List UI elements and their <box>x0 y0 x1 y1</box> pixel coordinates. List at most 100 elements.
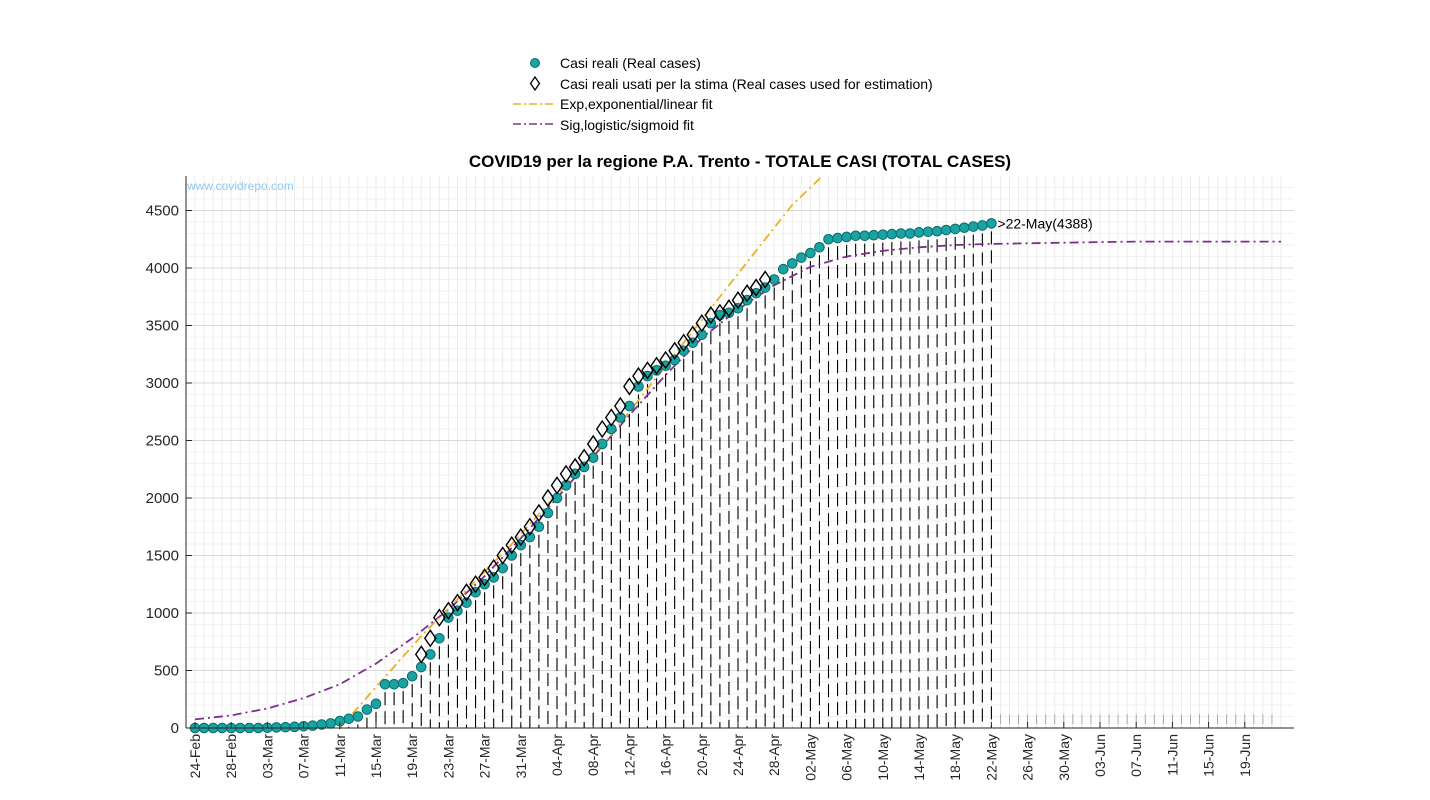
x-tick-label: 16-Apr <box>658 734 674 776</box>
real-case-point <box>289 721 300 733</box>
real-case-point <box>723 307 735 319</box>
estimation-case-point <box>614 396 627 416</box>
y-tick-label: 500 <box>154 663 179 680</box>
x-tick-label: 20-Apr <box>694 734 710 776</box>
real-case-point <box>271 722 282 733</box>
real-case-point <box>968 221 979 232</box>
x-tick-label: 07-Jun <box>1128 734 1144 777</box>
estimation-case-point <box>469 575 482 594</box>
watermark: www.covidrepo.com <box>186 179 294 193</box>
real-case-point <box>841 231 852 243</box>
real-case-point <box>307 720 318 732</box>
exp-fit-group <box>339 176 824 728</box>
real-case-point <box>461 597 472 608</box>
estimation-case-point <box>623 377 636 396</box>
x-tick-label: 04-Apr <box>549 734 565 776</box>
real-case-point <box>877 229 889 240</box>
estimation-case-point <box>568 457 582 477</box>
x-tick-label: 03-Mar <box>259 734 275 779</box>
estimation-case-point <box>414 645 428 664</box>
estimation-case-point <box>514 527 528 547</box>
real-case-point <box>777 263 789 275</box>
legend-label-sig-fit: Sig,logistic/sigmoid fit <box>560 117 694 133</box>
real-case-point <box>832 232 843 244</box>
real-case-point <box>931 225 943 237</box>
x-tick-label: 07-Mar <box>296 734 312 779</box>
estimation-case-point <box>740 284 754 303</box>
real-case-point <box>922 226 934 238</box>
x-tick-label: 02-May <box>802 734 818 781</box>
legend-label-exp-fit: Exp,exponential/linear fit <box>560 96 713 112</box>
y-tick-label: 4000 <box>146 260 179 277</box>
legend-marker-used-cases <box>529 75 541 92</box>
estimation-case-point <box>559 464 573 484</box>
real-case-point <box>388 679 400 690</box>
y-tick-label: 2500 <box>146 433 179 450</box>
estimation-case-point <box>595 419 609 439</box>
real-case-point <box>904 228 916 239</box>
real-case-point <box>506 550 518 561</box>
real-case-point <box>361 704 373 715</box>
x-tick-label: 14-May <box>911 734 927 781</box>
real-case-point <box>615 412 626 423</box>
legend-marker-real-cases <box>530 58 540 68</box>
x-tick-label: 24-Apr <box>730 734 746 776</box>
real-case-point <box>370 698 382 710</box>
y-tick-label: 3500 <box>146 318 179 335</box>
real-case-point <box>280 721 291 733</box>
x-tick-label: 03-Jun <box>1092 734 1108 777</box>
real-case-point <box>352 711 364 722</box>
estimation-case-point <box>758 270 772 289</box>
estimation-case-point <box>668 341 681 361</box>
real-case-point <box>606 423 617 435</box>
estimation-case-point <box>532 503 546 523</box>
chart-title: COVID19 per la regione P.A. Trento - TOT… <box>469 152 1011 171</box>
real-case-point <box>633 381 644 392</box>
sigmoid-fit-line <box>194 240 1281 721</box>
estimation-case-point <box>487 558 500 578</box>
estimation-case-point <box>641 361 654 380</box>
estimation-case-point <box>496 546 510 565</box>
y-tick-label: 3000 <box>146 375 179 392</box>
y-tick-label: 4500 <box>146 203 179 220</box>
real-case-point <box>796 252 807 263</box>
real-case-point <box>397 677 409 689</box>
real-case-point <box>859 230 871 242</box>
estimation-case-point <box>686 325 700 344</box>
real-case-point <box>940 224 952 236</box>
estimation-case-point <box>731 290 745 310</box>
x-tick-label: 18-May <box>947 734 963 781</box>
real-case-point <box>651 365 662 376</box>
x-tick-label: 11-Mar <box>332 734 348 778</box>
x-tick-label: 19-Mar <box>404 734 420 779</box>
real-case-point <box>542 507 554 519</box>
estimation-case-point <box>695 313 709 333</box>
real-case-point <box>325 718 337 729</box>
real-case-point <box>415 661 427 673</box>
real-case-point <box>425 649 436 660</box>
real-case-point <box>958 222 970 234</box>
x-tick-label: 28-Apr <box>766 734 782 776</box>
real-case-point <box>787 258 798 269</box>
y-tick-label: 1500 <box>146 548 179 565</box>
x-tick-label: 11-Jun <box>1164 734 1180 776</box>
real-case-point <box>805 247 816 259</box>
x-tick-label: 22-May <box>983 734 999 781</box>
x-tick-label: 28-Feb <box>223 734 239 779</box>
tick-labels: 0 500 1000 1500 2000 2500 3000 3500 4000 4500 24-F… <box>146 203 1253 781</box>
estimation-case-point <box>677 333 691 352</box>
y-tick-label: 1000 <box>146 605 179 622</box>
real-case-point <box>434 633 445 644</box>
x-tick-label: 15-Jun <box>1201 734 1217 777</box>
real-case-point <box>986 218 997 229</box>
estimation-case-point <box>433 608 446 627</box>
y-tick-label: 0 <box>171 720 179 737</box>
series-layer <box>189 176 1281 734</box>
x-tick-label: 19-Jun <box>1237 734 1253 777</box>
last-value-annotation: >22-May(4388) <box>997 215 1092 231</box>
real-case-point <box>977 220 988 231</box>
estimation-case-point <box>722 299 736 318</box>
estimation-case-point <box>577 448 591 467</box>
real-case-point <box>949 223 961 235</box>
